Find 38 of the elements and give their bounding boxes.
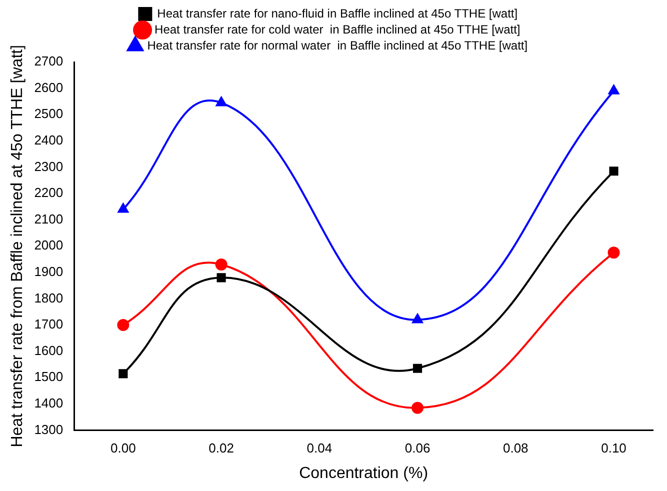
x-tick-label: 0.08 [502, 440, 528, 456]
point [412, 314, 423, 324]
x-tick-label: 0.02 [208, 440, 234, 456]
x-tick-label: 0.10 [601, 440, 626, 456]
y-tick-label: 1600 [34, 342, 64, 358]
y-tick-label: 2300 [34, 158, 64, 174]
point [118, 203, 129, 213]
x-tick-label: 0.00 [110, 440, 136, 456]
y-tick-label: 1300 [34, 422, 64, 437]
legend-label: Heat transfer rate for normal water in Baffle inclined at 45o TTHE [watt] [147, 38, 528, 52]
point [412, 402, 424, 414]
y-tick-label: 1400 [34, 395, 64, 410]
point [608, 246, 620, 259]
y-tick-label: 2000 [34, 238, 64, 253]
y-axis-title: Heat transfer rate from Baffle inclined at 45o TTHE [watt] [9, 44, 26, 448]
y-tick-label: 2600 [34, 80, 64, 95]
legend-label: Heat transfer rate for cold water in Baffle inclined at 45o TTHE [watt] [154, 22, 520, 36]
y-tick-label: 1700 [34, 316, 64, 332]
point [117, 319, 130, 331]
point [216, 96, 227, 106]
point [609, 166, 618, 176]
y-tick-label: 2400 [34, 132, 64, 148]
y-tick-label: 2700 [34, 54, 64, 69]
point [118, 369, 128, 378]
x-tick-label: 0.04 [306, 440, 332, 456]
x-tick-label: 0.06 [404, 440, 430, 456]
y-tick-label: 2500 [34, 106, 64, 122]
point [608, 84, 620, 94]
y-tick-label: 2100 [34, 211, 64, 226]
y-tick-label: 1900 [34, 264, 64, 279]
y-tick-label: 2200 [34, 185, 64, 200]
point [215, 258, 228, 271]
y-tick-label: 1500 [34, 369, 64, 384]
point [412, 364, 422, 373]
x-axis-title: Concentration (%) [299, 464, 428, 482]
legend-label: Heat transfer rate for nano-fluid in Baffle inclined at 45o TTHE [watt] [157, 6, 518, 20]
y-tick-label: 1800 [34, 290, 64, 306]
point [216, 273, 226, 282]
